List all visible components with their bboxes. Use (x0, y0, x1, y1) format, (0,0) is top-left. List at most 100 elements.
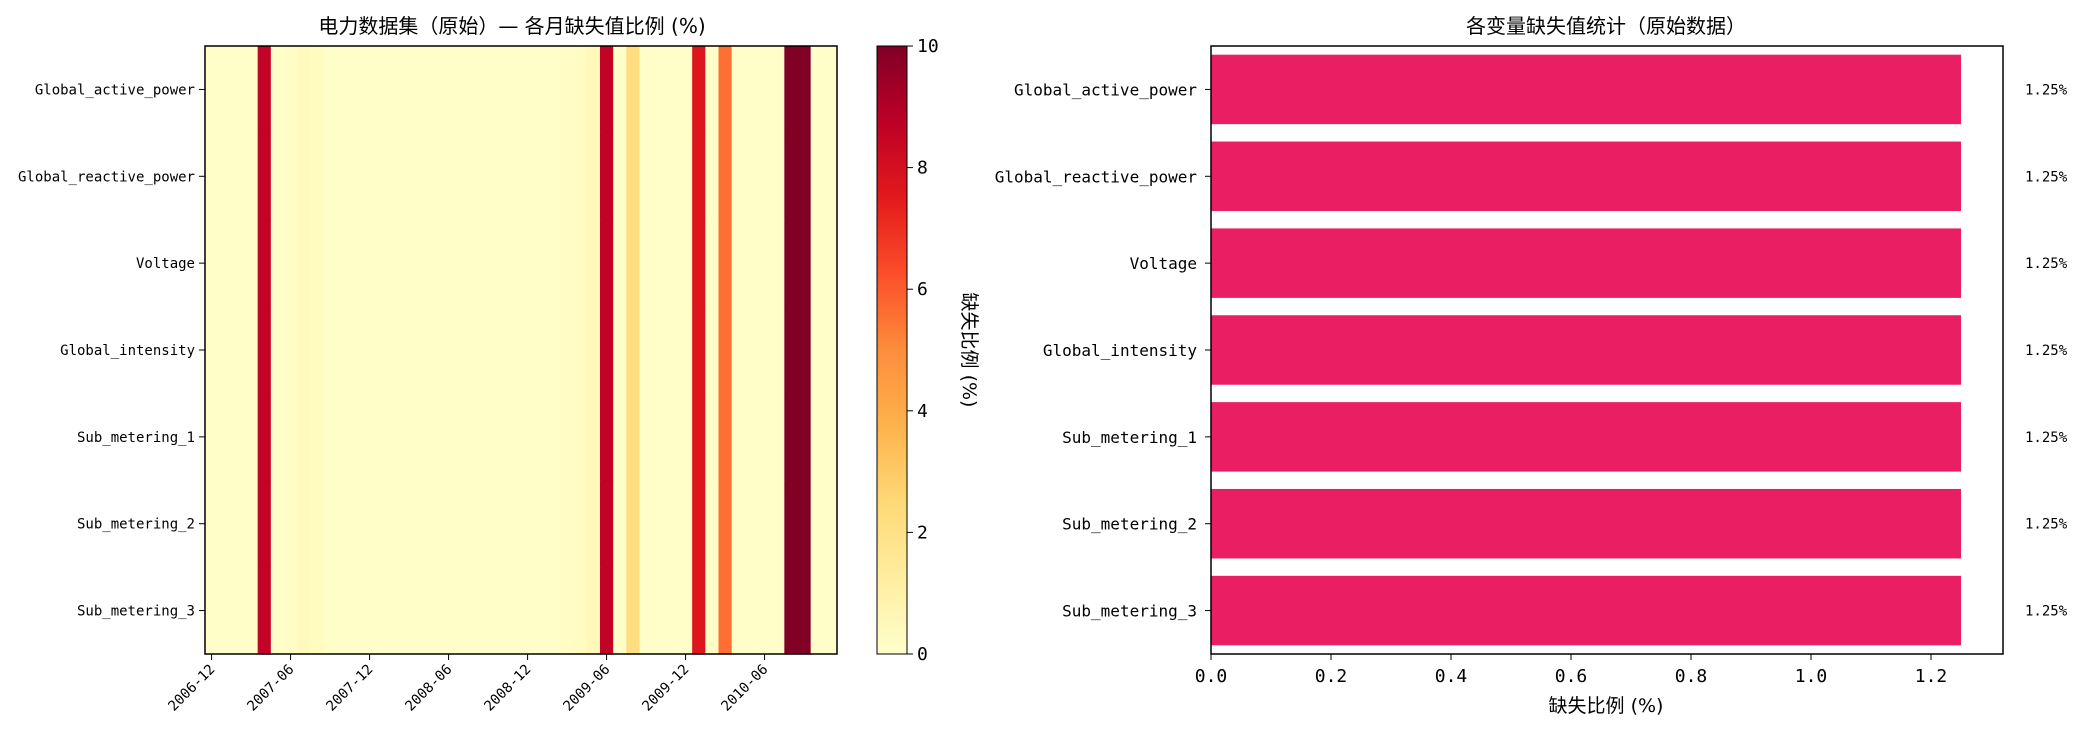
heatmap-cell (797, 567, 812, 655)
bar-category-label: Sub_metering_2 (1062, 515, 1197, 534)
heatmap-cell (336, 567, 351, 655)
heatmap-cell (626, 480, 641, 568)
heatmap-cell (310, 480, 325, 568)
heatmap-cell (639, 132, 654, 221)
heatmap-cell (270, 306, 285, 395)
heatmap-cell (468, 480, 483, 568)
heatmap-cell (600, 46, 614, 134)
heatmap-cell (692, 132, 706, 221)
heatmap-row-label: Sub_metering_1 (77, 430, 195, 446)
heatmap-cell (231, 306, 246, 395)
heatmap-cell (626, 306, 641, 395)
heatmap-cell (534, 132, 548, 221)
heatmap-x-tick-label: 2009-12 (639, 662, 692, 715)
heatmap-cell (284, 306, 298, 395)
heatmap-cell (218, 132, 232, 221)
heatmap-cell (284, 567, 298, 655)
heatmap-cell (494, 567, 509, 655)
heatmap-cell (376, 567, 390, 655)
heatmap-row-label: Sub_metering_3 (77, 604, 195, 620)
heatmap-cell (823, 393, 838, 481)
heatmap-cell (573, 219, 588, 308)
heatmap-cell (639, 567, 654, 655)
heatmap-cell (244, 132, 259, 221)
colorbar-tick-label: 10 (917, 36, 939, 57)
heatmap-cell (244, 393, 259, 481)
heatmap-cell (270, 46, 285, 134)
heatmap-cell (402, 46, 417, 134)
heatmap-cell (797, 480, 812, 568)
heatmap-cell (534, 219, 548, 308)
heatmap-cell (560, 480, 575, 568)
heatmap-cell (639, 393, 654, 481)
heatmap-cell (336, 480, 351, 568)
bar-category-label: Global_active_power (1014, 80, 1197, 99)
heatmap-cell (586, 480, 601, 568)
heatmap-cell (349, 567, 364, 655)
heatmap-cell (652, 480, 667, 568)
heatmap-cell (718, 46, 733, 134)
heatmap-cell (323, 132, 338, 221)
heatmap-cell (336, 393, 351, 481)
bar (1211, 228, 1961, 298)
heatmap-cell (231, 219, 246, 308)
heatmap-cell (363, 480, 377, 568)
heatmap-cell (771, 132, 785, 221)
heatmap-cell (692, 393, 706, 481)
heatmap-cell (665, 567, 680, 655)
heatmap-cell (600, 567, 614, 655)
heatmap-y-axis: Global_active_power Global_reactive_power… (18, 82, 205, 620)
colorbar-ticks: 0 2 4 6 8 10 (907, 36, 939, 665)
heatmap-cell (810, 480, 825, 568)
heatmap-cell (244, 46, 259, 134)
heatmap-cell (652, 567, 667, 655)
bar-value-label: 1.25% (2025, 604, 2068, 620)
heatmap-cell (507, 132, 522, 221)
heatmap-cell (560, 219, 575, 308)
heatmap-cell (784, 306, 799, 395)
heatmap-cell (415, 393, 430, 481)
heatmap-cell (784, 132, 799, 221)
heatmap-cell (389, 393, 404, 481)
heatmap-cell (639, 480, 654, 568)
heatmap-cell (534, 306, 548, 395)
heatmap-cell (349, 393, 364, 481)
bar-x-axis-label: 缺失比例 (%) (1549, 695, 1664, 717)
heatmap-cell (389, 132, 404, 221)
heatmap-cell (586, 567, 601, 655)
colorbar-label: 缺失比例 (%) (958, 293, 980, 408)
heatmap-cell (231, 567, 246, 655)
heatmap-cell (626, 46, 641, 134)
bar-x-tick-label: 0.6 (1555, 666, 1588, 687)
heatmap-cell (205, 132, 219, 221)
heatmap-cell (297, 480, 311, 568)
heatmap-cell (692, 306, 706, 395)
heatmap-cell (284, 46, 298, 134)
heatmap-cell (573, 567, 588, 655)
heatmap-cell (455, 46, 469, 134)
heatmap-cell (507, 219, 522, 308)
heatmap-cell (731, 46, 746, 134)
heatmap-cell (310, 219, 325, 308)
heatmap-cell (270, 132, 285, 221)
heatmap-cell (218, 46, 232, 134)
heatmap-cell (534, 567, 548, 655)
heatmap-cell (428, 132, 443, 221)
heatmap-cell (652, 46, 667, 134)
heatmap-cell (613, 132, 627, 221)
heatmap-cell (600, 306, 614, 395)
heatmap-cell (376, 46, 390, 134)
heatmap-cell (705, 480, 720, 568)
heatmap-cell (244, 480, 259, 568)
heatmap-cell (639, 219, 654, 308)
heatmap-x-tick-label: 2009-06 (560, 662, 613, 715)
heatmap-cell (692, 480, 706, 568)
bar-value-labels: 1.25% 1.25% 1.25% 1.25% 1.25% 1.25% 1.25% (2025, 82, 2068, 619)
heatmap-cell (494, 393, 509, 481)
bar-x-axis: 0.0 0.2 0.4 0.6 0.8 1.0 1.2 (1195, 654, 1947, 687)
heatmap-cell (586, 393, 601, 481)
heatmap-cell (547, 480, 562, 568)
bar-category-label: Voltage (1130, 254, 1197, 273)
heatmap-cell (415, 46, 430, 134)
heatmap-cell (231, 480, 246, 568)
